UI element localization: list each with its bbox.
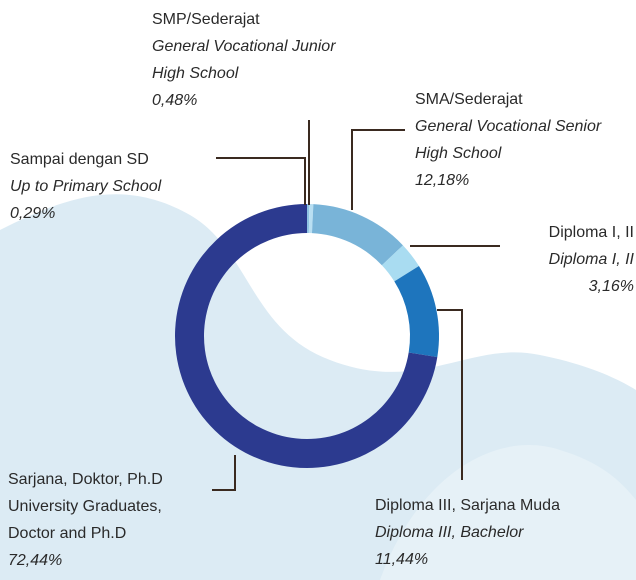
value-label: 12,18% [415,172,470,189]
value-label: 72,44% [8,552,63,569]
category-name: Diploma I, II [548,224,634,241]
value-label: 11,44% [375,551,429,568]
category-label: Sampai dengan SD Up to Primary School 0,29… [10,146,230,227]
category-label: Diploma I, II Diploma I, II 3,16% [474,219,634,300]
category-label: Diploma III, Sarjana Muda Diploma III, Ba… [375,492,635,573]
value-label: 0,29% [10,205,56,222]
category-english: University Graduates, Doctor and Ph.D [8,498,162,542]
donut-segment [394,266,440,358]
donut-segment [311,204,403,266]
leader-line [437,309,463,480]
category-english: Diploma I, II [548,251,634,268]
donut-segment [307,204,310,234]
category-name: Diploma III, Sarjana Muda [375,497,560,514]
category-name: SMP/Sederajat [152,11,260,28]
category-english: General Vocational Junior High School [152,38,336,82]
leader-line [216,157,306,205]
category-english: General Vocational Senior High School [415,118,602,162]
value-label: 3,16% [588,278,634,295]
donut-segment [308,204,314,234]
category-label: SMP/Sederajat General Vocational Junior H… [152,6,342,114]
category-name: Sarjana, Doktor, Ph.D [8,471,163,488]
category-name: Sampai dengan SD [10,151,149,168]
value-label: 0,48% [152,92,198,109]
leader-line [351,129,405,210]
leader-line [212,455,236,491]
category-label: SMA/Sederajat General Vocational Senior H… [415,86,615,194]
category-english: Diploma III, Bachelor [375,524,524,541]
category-english: Up to Primary School [10,178,162,195]
background-wave [380,445,636,580]
donut-segment [381,245,419,282]
category-label: Sarjana, Doktor, Ph.D University Graduate… [8,466,213,574]
category-name: SMA/Sederajat [415,91,523,108]
